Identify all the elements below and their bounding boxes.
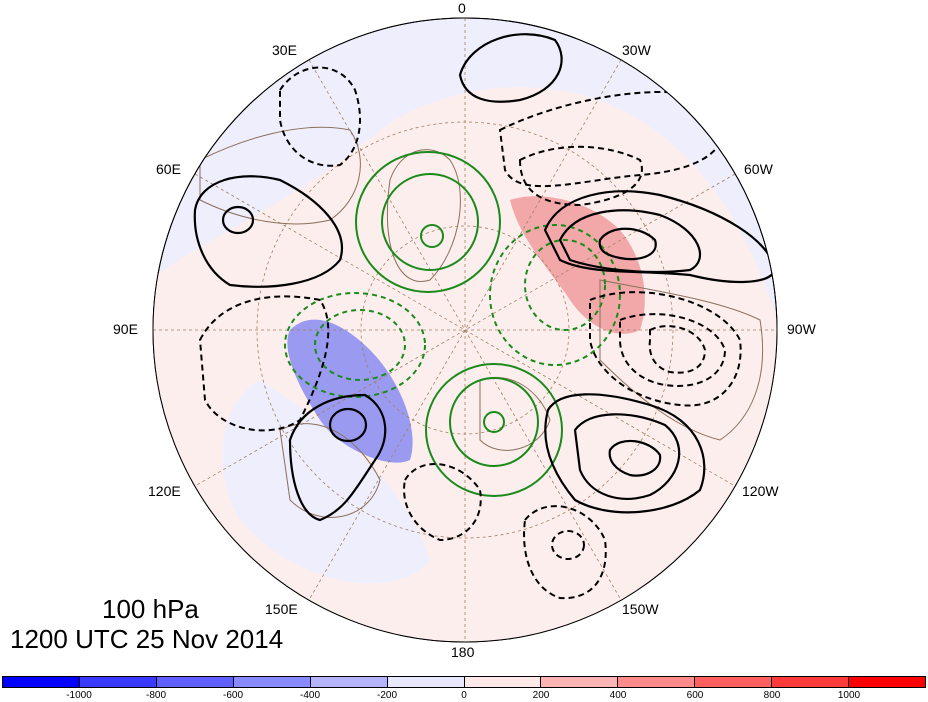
- colorbar-tick-label: 400: [609, 690, 627, 701]
- colorbar-segment: [695, 677, 773, 687]
- lon-label-60w: 60W: [744, 161, 773, 177]
- lon-label-120w: 120W: [742, 483, 779, 499]
- colorbar-segment: [79, 677, 157, 687]
- black-positive-contours: [193, 33, 777, 522]
- colorbar-tick-label: 800: [763, 690, 781, 701]
- lon-label-120e: 120E: [148, 483, 181, 499]
- colorbar-segment: [387, 677, 465, 687]
- black-negative-contours: [198, 66, 742, 600]
- graticule: [153, 18, 777, 642]
- colorbar-tick-label: 200: [532, 690, 550, 701]
- lon-label-90w: 90W: [787, 321, 816, 337]
- colorbar-tick-label: -600: [222, 690, 244, 701]
- colorbar-tick-label: 1000: [837, 690, 861, 701]
- pressure-level-label: 100 hPa: [102, 594, 199, 624]
- green-dashed-contours: [284, 224, 621, 398]
- negative-shading-region: [222, 380, 430, 584]
- colorbar-segment: [156, 677, 234, 687]
- coastlines: [199, 126, 764, 518]
- lon-label-0: 0: [458, 0, 466, 16]
- colorbar-tick-label: 0: [461, 690, 467, 701]
- colorbar-segment: [464, 677, 542, 687]
- colorbar-segment: [541, 677, 619, 687]
- colorbar-tick-label: -200: [376, 690, 398, 701]
- colorbar-tick-label: -1000: [66, 690, 92, 701]
- colorbar-segment: [618, 677, 696, 687]
- colorbar-segment: [849, 677, 926, 687]
- colorbar-segment: [310, 677, 388, 687]
- colorbar-tick-label: -400: [299, 690, 321, 701]
- lon-label-30w: 30W: [622, 42, 651, 58]
- timestamp-label: 1200 UTC 25 Nov 2014: [10, 624, 284, 654]
- colorbar-segment: [772, 677, 850, 687]
- lon-label-150w: 150W: [622, 601, 659, 617]
- strong-negative-shading: [287, 319, 413, 463]
- colorbar-segment: [233, 677, 311, 687]
- lon-label-60e: 60E: [156, 161, 181, 177]
- lon-label-30e: 30E: [272, 42, 297, 58]
- lon-label-180: 180: [451, 644, 475, 660]
- lon-label-90e: 90E: [113, 321, 138, 337]
- colorbar: [2, 676, 926, 688]
- lon-label-150e: 150E: [265, 601, 298, 617]
- colorbar-tick-label: -800: [145, 690, 167, 701]
- colorbar-segment: [3, 677, 80, 687]
- colorbar-tick-label: 600: [686, 690, 704, 701]
- green-contours: [355, 151, 563, 497]
